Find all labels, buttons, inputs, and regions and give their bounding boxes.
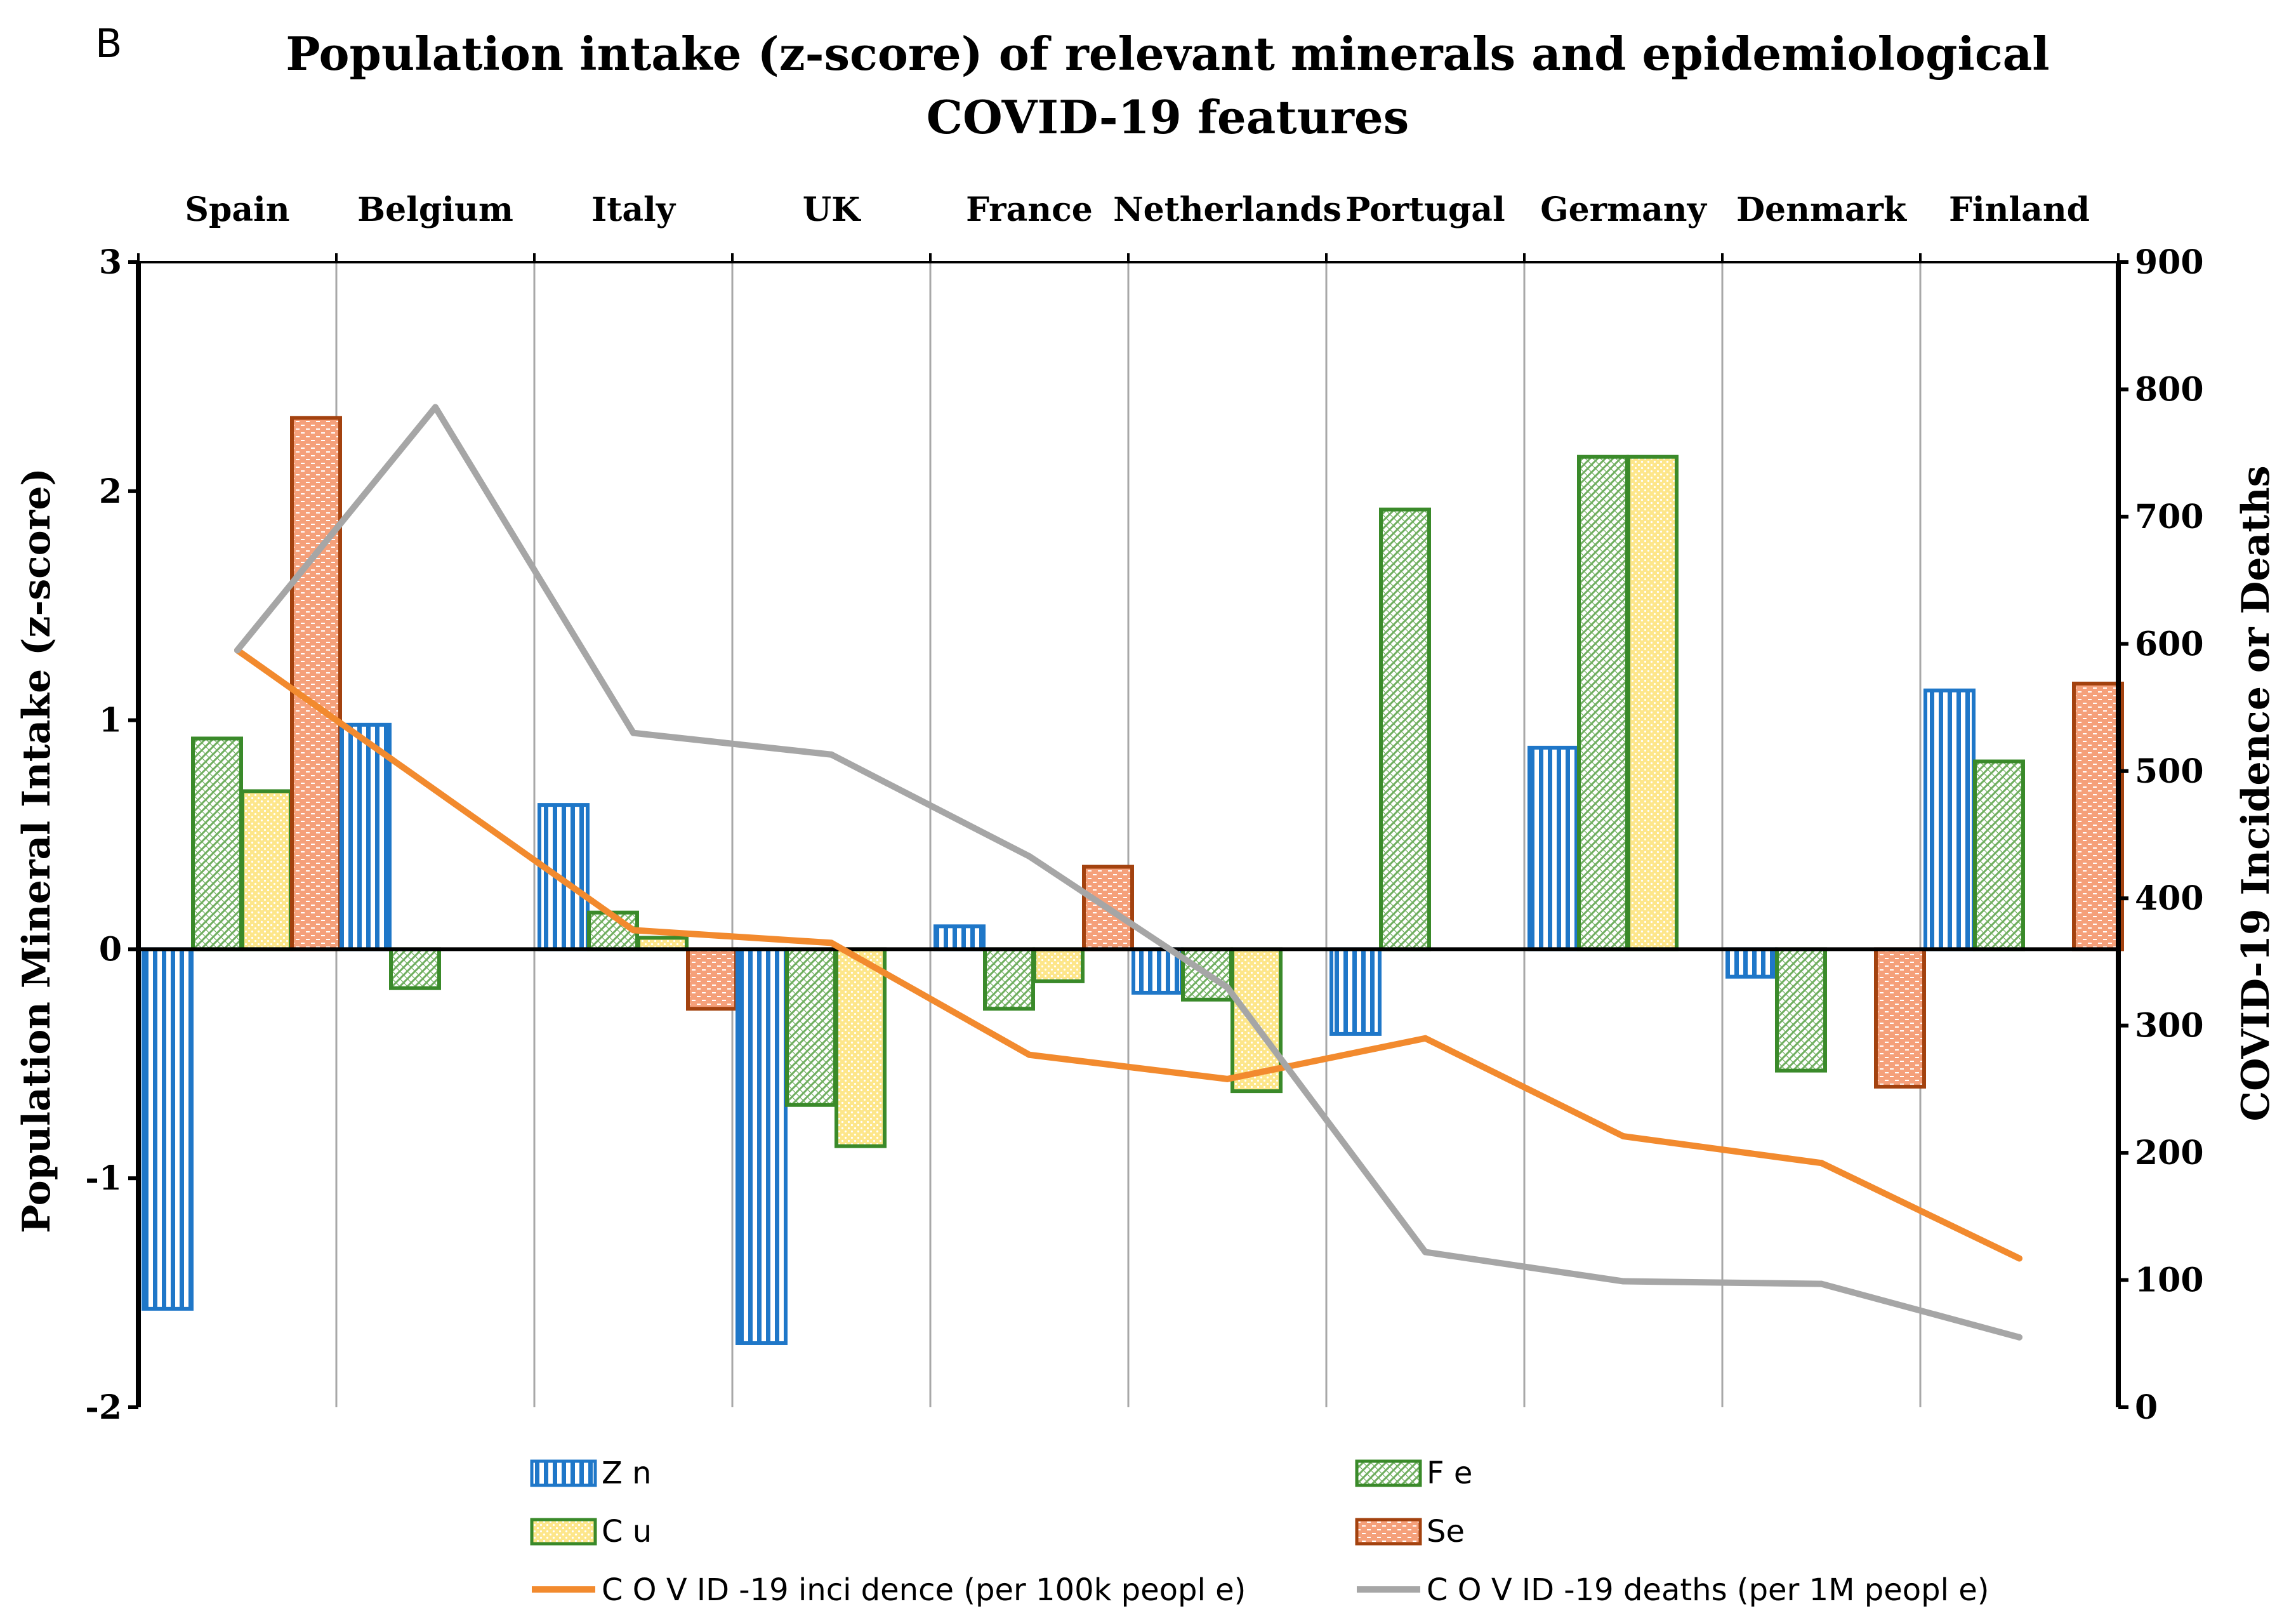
bar-fe-finland bbox=[1973, 759, 2025, 952]
bar-se-spain bbox=[290, 416, 342, 952]
category-label-denmark: Denmark bbox=[1736, 190, 1907, 229]
y2-tick-label: 200 bbox=[2135, 1134, 2204, 1172]
y2-tick-label: 600 bbox=[2135, 625, 2204, 663]
y2-tick-label: 800 bbox=[2135, 370, 2204, 409]
bar-se-italy bbox=[686, 947, 738, 1011]
legend: Z n F e C u Se C O V ID -19 inci dence (… bbox=[530, 1456, 1989, 1608]
legend-swatch-zn bbox=[530, 1459, 597, 1487]
point-covid-19-incidence-per-100k-people-netherlands bbox=[1224, 1075, 1230, 1082]
legend-swatch-cu bbox=[530, 1518, 597, 1546]
y2-tick-label: 100 bbox=[2135, 1261, 2204, 1300]
y-tick-label: -2 bbox=[85, 1388, 122, 1427]
point-covid-19-deaths-per-1m-people-portugal bbox=[1422, 1249, 1428, 1256]
category-label-netherlands: Netherlands bbox=[1113, 190, 1342, 229]
bar-fe-belgium bbox=[389, 947, 441, 990]
category-label-uk: UK bbox=[803, 190, 861, 229]
bar-zn-belgium bbox=[340, 722, 392, 952]
legend-label-cu: C u bbox=[602, 1514, 652, 1549]
chart-title-line2: COVID-19 features bbox=[927, 90, 1409, 144]
legend-label-zn: Z n bbox=[602, 1456, 652, 1491]
point-covid-19-deaths-per-1m-people-france bbox=[1026, 853, 1033, 860]
category-label-belgium: Belgium bbox=[357, 190, 513, 229]
legend-label-fe: F e bbox=[1427, 1456, 1472, 1491]
y-tick-label: 2 bbox=[99, 472, 122, 511]
bar-se-denmark bbox=[1874, 947, 1926, 1089]
point-covid-19-deaths-per-1m-people-uk bbox=[828, 751, 835, 758]
point-covid-19-deaths-per-1m-people-finland bbox=[2016, 1334, 2022, 1341]
point-covid-19-incidence-per-100k-people-finland bbox=[2016, 1255, 2022, 1262]
category-label-france: France bbox=[966, 190, 1093, 229]
y2-tick-label: 500 bbox=[2135, 752, 2204, 791]
legend-swatch-fe bbox=[1355, 1459, 1422, 1487]
y2-tick-label: 300 bbox=[2135, 1007, 2204, 1045]
bar-cu-spain bbox=[241, 789, 293, 952]
chart-title-line1: Population intake (z-score) of relevant … bbox=[286, 27, 2049, 81]
legend-label-se: Se bbox=[1427, 1514, 1465, 1549]
point-covid-19-incidence-per-100k-people-belgium bbox=[432, 786, 439, 793]
bar-fe-uk bbox=[785, 947, 837, 1107]
legend-label-incidence: C O V ID -19 inci dence (per 100k peopl … bbox=[602, 1572, 1246, 1608]
category-label-spain: Spain bbox=[185, 190, 289, 229]
legend-swatch-se bbox=[1355, 1518, 1422, 1546]
point-covid-19-incidence-per-100k-people-uk bbox=[828, 939, 835, 946]
line-covid-19-incidence-per-100k-people bbox=[234, 647, 2022, 1262]
bar-zn-spain bbox=[142, 947, 194, 1311]
point-covid-19-incidence-per-100k-people-portugal bbox=[1422, 1035, 1428, 1042]
bar-zn-finland bbox=[1923, 688, 1976, 952]
y-tick-label: 3 bbox=[99, 243, 122, 282]
bar-zn-italy bbox=[538, 803, 590, 952]
category-label-italy: Italy bbox=[591, 190, 676, 229]
bar-cu-france bbox=[1033, 947, 1085, 983]
line-covid-19-deaths-per-1m-people bbox=[234, 404, 2022, 1341]
bar-fe-spain bbox=[191, 736, 243, 952]
bar-zn-germany bbox=[1527, 745, 1580, 952]
bar-fe-france bbox=[983, 947, 1035, 1011]
bar-cu-uk bbox=[835, 947, 887, 1148]
y2-tick-label: 400 bbox=[2135, 879, 2204, 918]
bar-zn-uk bbox=[736, 947, 788, 1345]
point-covid-19-deaths-per-1m-people-netherlands bbox=[1224, 984, 1230, 991]
panel-label: B bbox=[95, 20, 122, 67]
bar-se-finland bbox=[2072, 681, 2124, 952]
bar-zn-denmark bbox=[1725, 947, 1778, 979]
bar-fe-germany bbox=[1577, 454, 1629, 952]
bar-cu-germany bbox=[1626, 454, 1679, 952]
legend-label-deaths: C O V ID -19 deaths (per 1M peopl e) bbox=[1427, 1572, 1989, 1608]
point-covid-19-deaths-per-1m-people-germany bbox=[1620, 1278, 1626, 1285]
y2-tick-label: 700 bbox=[2135, 498, 2204, 536]
y-axis-label: Population Mineral Intake (z-score) bbox=[15, 468, 59, 1233]
point-covid-19-deaths-per-1m-people-spain bbox=[234, 647, 241, 654]
bar-zn-portugal bbox=[1329, 947, 1382, 1036]
category-label-finland: Finland bbox=[1949, 190, 2090, 229]
point-covid-19-incidence-per-100k-people-italy bbox=[630, 927, 637, 934]
point-covid-19-deaths-per-1m-people-belgium bbox=[432, 404, 439, 411]
y2-tick-label: 0 bbox=[2135, 1388, 2158, 1427]
y2-tick-label: 900 bbox=[2135, 243, 2204, 282]
category-label-portugal: Portugal bbox=[1345, 190, 1505, 229]
y-tick-label: 0 bbox=[99, 930, 122, 969]
point-covid-19-incidence-per-100k-people-germany bbox=[1620, 1133, 1626, 1140]
point-covid-19-incidence-per-100k-people-france bbox=[1026, 1051, 1033, 1058]
bar-zn-france bbox=[934, 924, 986, 952]
point-covid-19-incidence-per-100k-people-denmark bbox=[1818, 1160, 1824, 1167]
bar-fe-denmark bbox=[1775, 947, 1827, 1073]
point-covid-19-deaths-per-1m-people-italy bbox=[630, 729, 637, 736]
y-tick-label: -1 bbox=[85, 1159, 122, 1198]
y2-axis-label: COVID-19 Incidence or Deaths bbox=[2234, 465, 2278, 1121]
category-label-germany: Germany bbox=[1540, 190, 1707, 229]
y-tick-label: 1 bbox=[99, 701, 122, 740]
bar-fe-portugal bbox=[1379, 507, 1431, 952]
point-covid-19-deaths-per-1m-people-denmark bbox=[1818, 1280, 1824, 1287]
